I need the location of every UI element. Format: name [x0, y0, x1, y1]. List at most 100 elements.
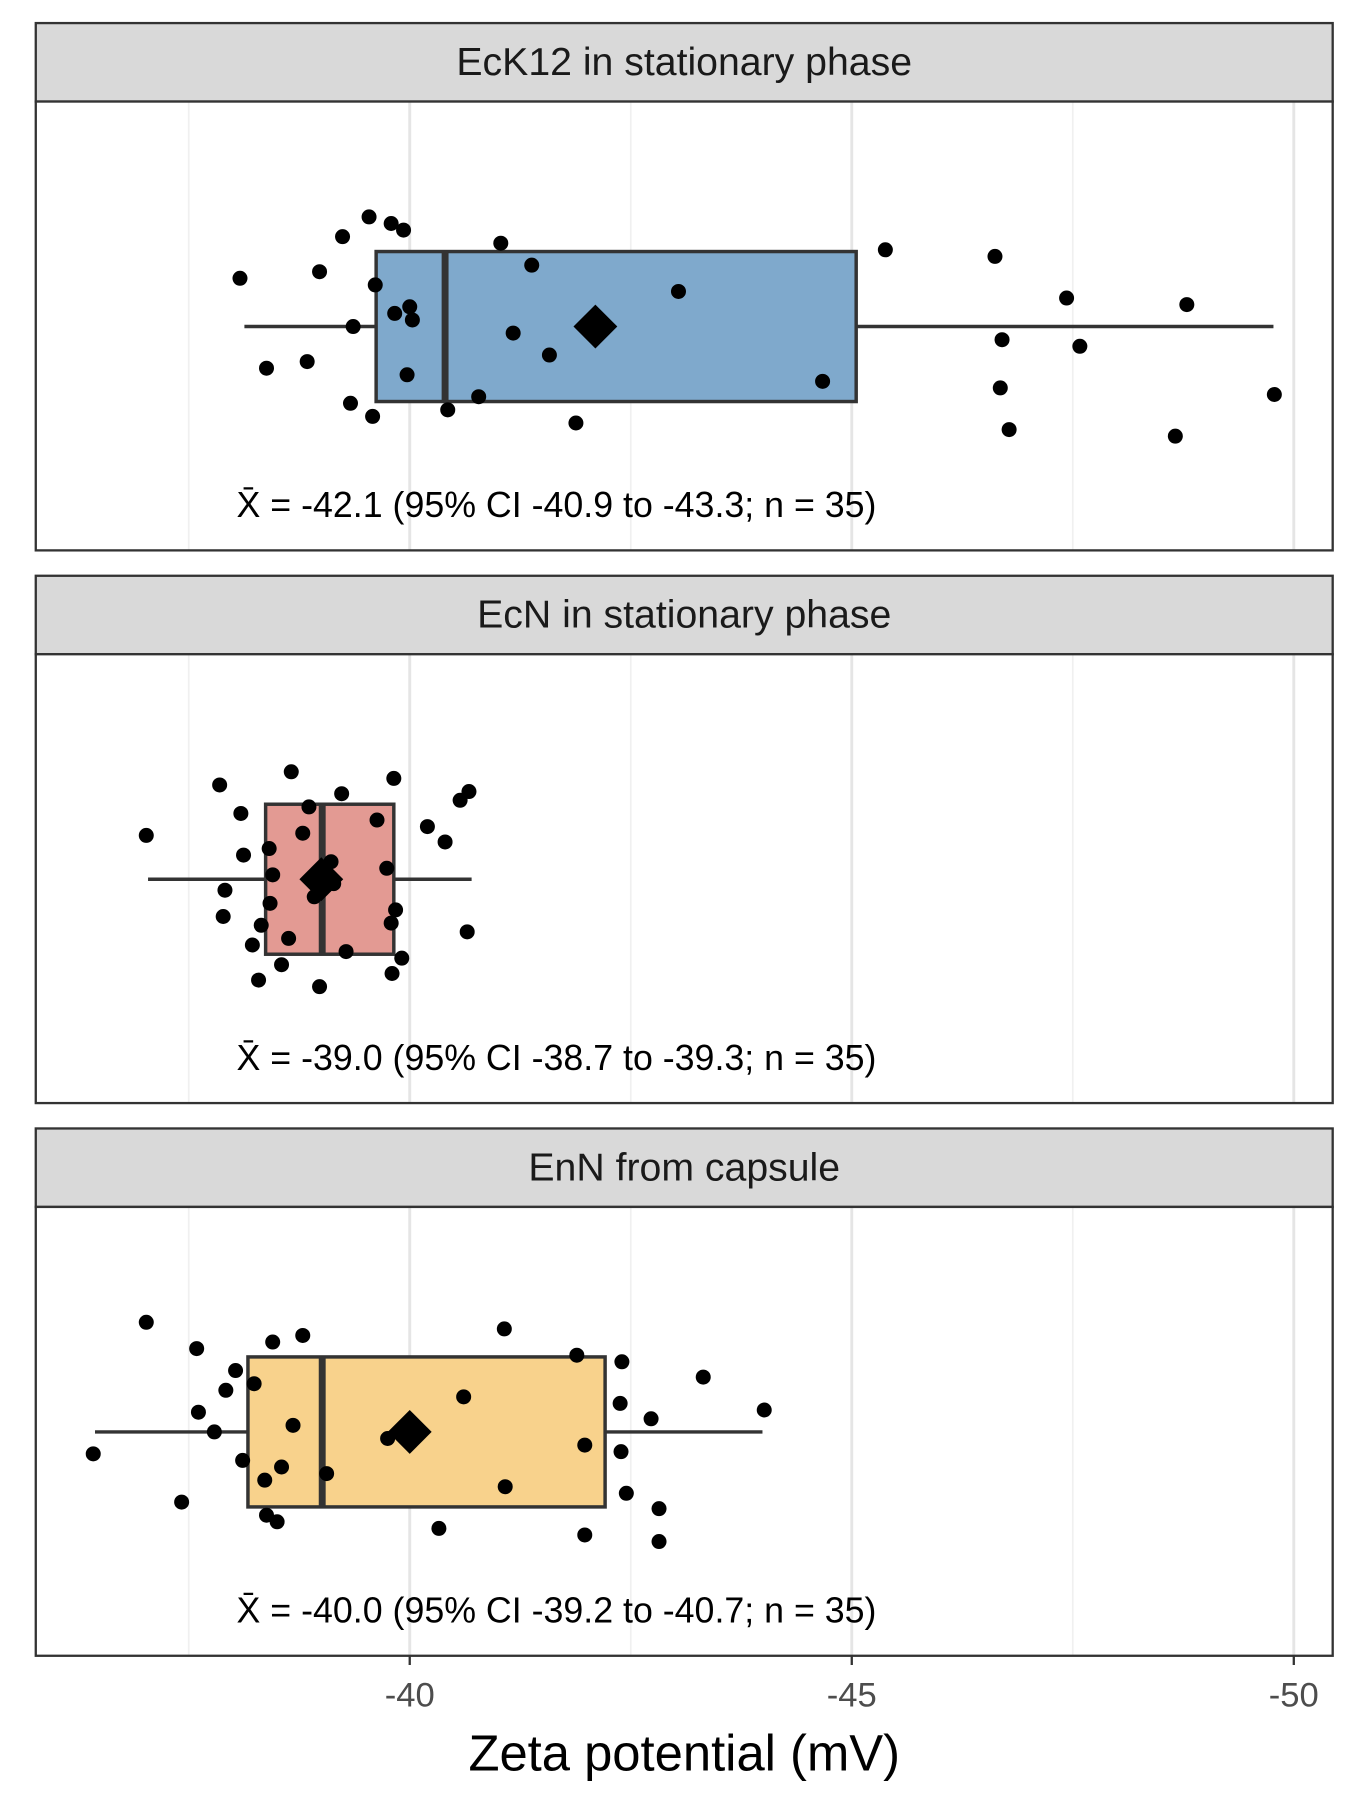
point [437, 834, 453, 850]
point [228, 1363, 244, 1379]
point [189, 1341, 205, 1357]
point [577, 1527, 593, 1543]
point [312, 979, 328, 995]
point [269, 1514, 285, 1530]
point [386, 770, 402, 786]
point [568, 415, 584, 431]
point [218, 1382, 234, 1398]
strip [34, 1127, 1334, 1209]
point [670, 283, 686, 299]
panel-border [34, 1205, 1334, 1657]
point [643, 1411, 659, 1427]
mean-marker [299, 857, 344, 902]
point [404, 312, 420, 328]
point [1167, 428, 1183, 444]
point [614, 1354, 630, 1370]
point [877, 242, 893, 258]
point [695, 1369, 711, 1385]
point [261, 841, 277, 857]
point [232, 270, 248, 286]
mean-marker [573, 304, 618, 349]
x-tick-label: -45 [827, 1676, 877, 1714]
point [365, 408, 381, 424]
x-tick-label: -40 [385, 1676, 435, 1714]
point [384, 966, 400, 981]
point [301, 799, 317, 815]
point [345, 319, 361, 335]
point [274, 1459, 290, 1475]
point [1179, 297, 1195, 313]
point [235, 1452, 251, 1468]
point [394, 950, 410, 966]
point [244, 937, 260, 953]
point [577, 1437, 593, 1453]
point [236, 847, 252, 863]
point [612, 1395, 628, 1411]
point [295, 1327, 311, 1343]
point [651, 1501, 667, 1517]
point [461, 784, 477, 800]
point [396, 222, 412, 238]
point [459, 924, 475, 940]
point [285, 1417, 301, 1433]
point [342, 395, 358, 411]
point [251, 972, 267, 988]
point [212, 777, 228, 793]
point [388, 902, 404, 918]
point [471, 389, 487, 405]
point [994, 332, 1010, 348]
point [431, 1520, 447, 1536]
panel-border [34, 653, 1334, 1105]
point [335, 229, 351, 245]
point [253, 917, 269, 933]
point [246, 1376, 262, 1392]
point [138, 827, 154, 843]
point [312, 264, 328, 280]
point [206, 1424, 222, 1440]
x-tick-label: -50 [1269, 1676, 1319, 1714]
point [1266, 387, 1282, 402]
point [274, 957, 290, 973]
point [1072, 338, 1088, 354]
point [281, 930, 297, 946]
point [497, 1479, 513, 1495]
point [618, 1485, 634, 1501]
point [613, 1444, 629, 1460]
point [369, 812, 385, 828]
point [505, 325, 521, 341]
x-axis-title: Zeta potential (mV) [468, 1725, 900, 1782]
point [383, 915, 399, 931]
point [361, 209, 377, 225]
point [215, 909, 231, 924]
point [262, 895, 278, 911]
point [85, 1446, 101, 1462]
point [402, 299, 418, 315]
point [992, 380, 1008, 396]
point [383, 216, 399, 231]
mean-marker [387, 1410, 432, 1454]
point [379, 860, 395, 876]
stat-label: X̄ = -40.0 (95% CI -39.2 to -40.7; n = 3… [237, 1591, 877, 1631]
point [387, 305, 403, 321]
point [265, 867, 281, 883]
point [217, 882, 233, 898]
strip [34, 574, 1334, 656]
point [265, 1334, 281, 1350]
point [756, 1402, 772, 1418]
point [338, 944, 354, 960]
point [257, 1472, 273, 1488]
panel-border [34, 100, 1334, 552]
point [419, 819, 435, 835]
strip [34, 21, 1334, 103]
point [367, 277, 383, 293]
point [138, 1314, 154, 1330]
point [295, 825, 311, 841]
facet-title: EcN in stationary phase [477, 593, 891, 637]
point [569, 1347, 585, 1363]
point [190, 1404, 206, 1420]
point [319, 1466, 335, 1482]
stat-label: X̄ = -42.1 (95% CI -40.9 to -43.3; n = 3… [237, 485, 877, 525]
point [493, 235, 509, 251]
point [399, 367, 415, 383]
point [541, 347, 557, 363]
